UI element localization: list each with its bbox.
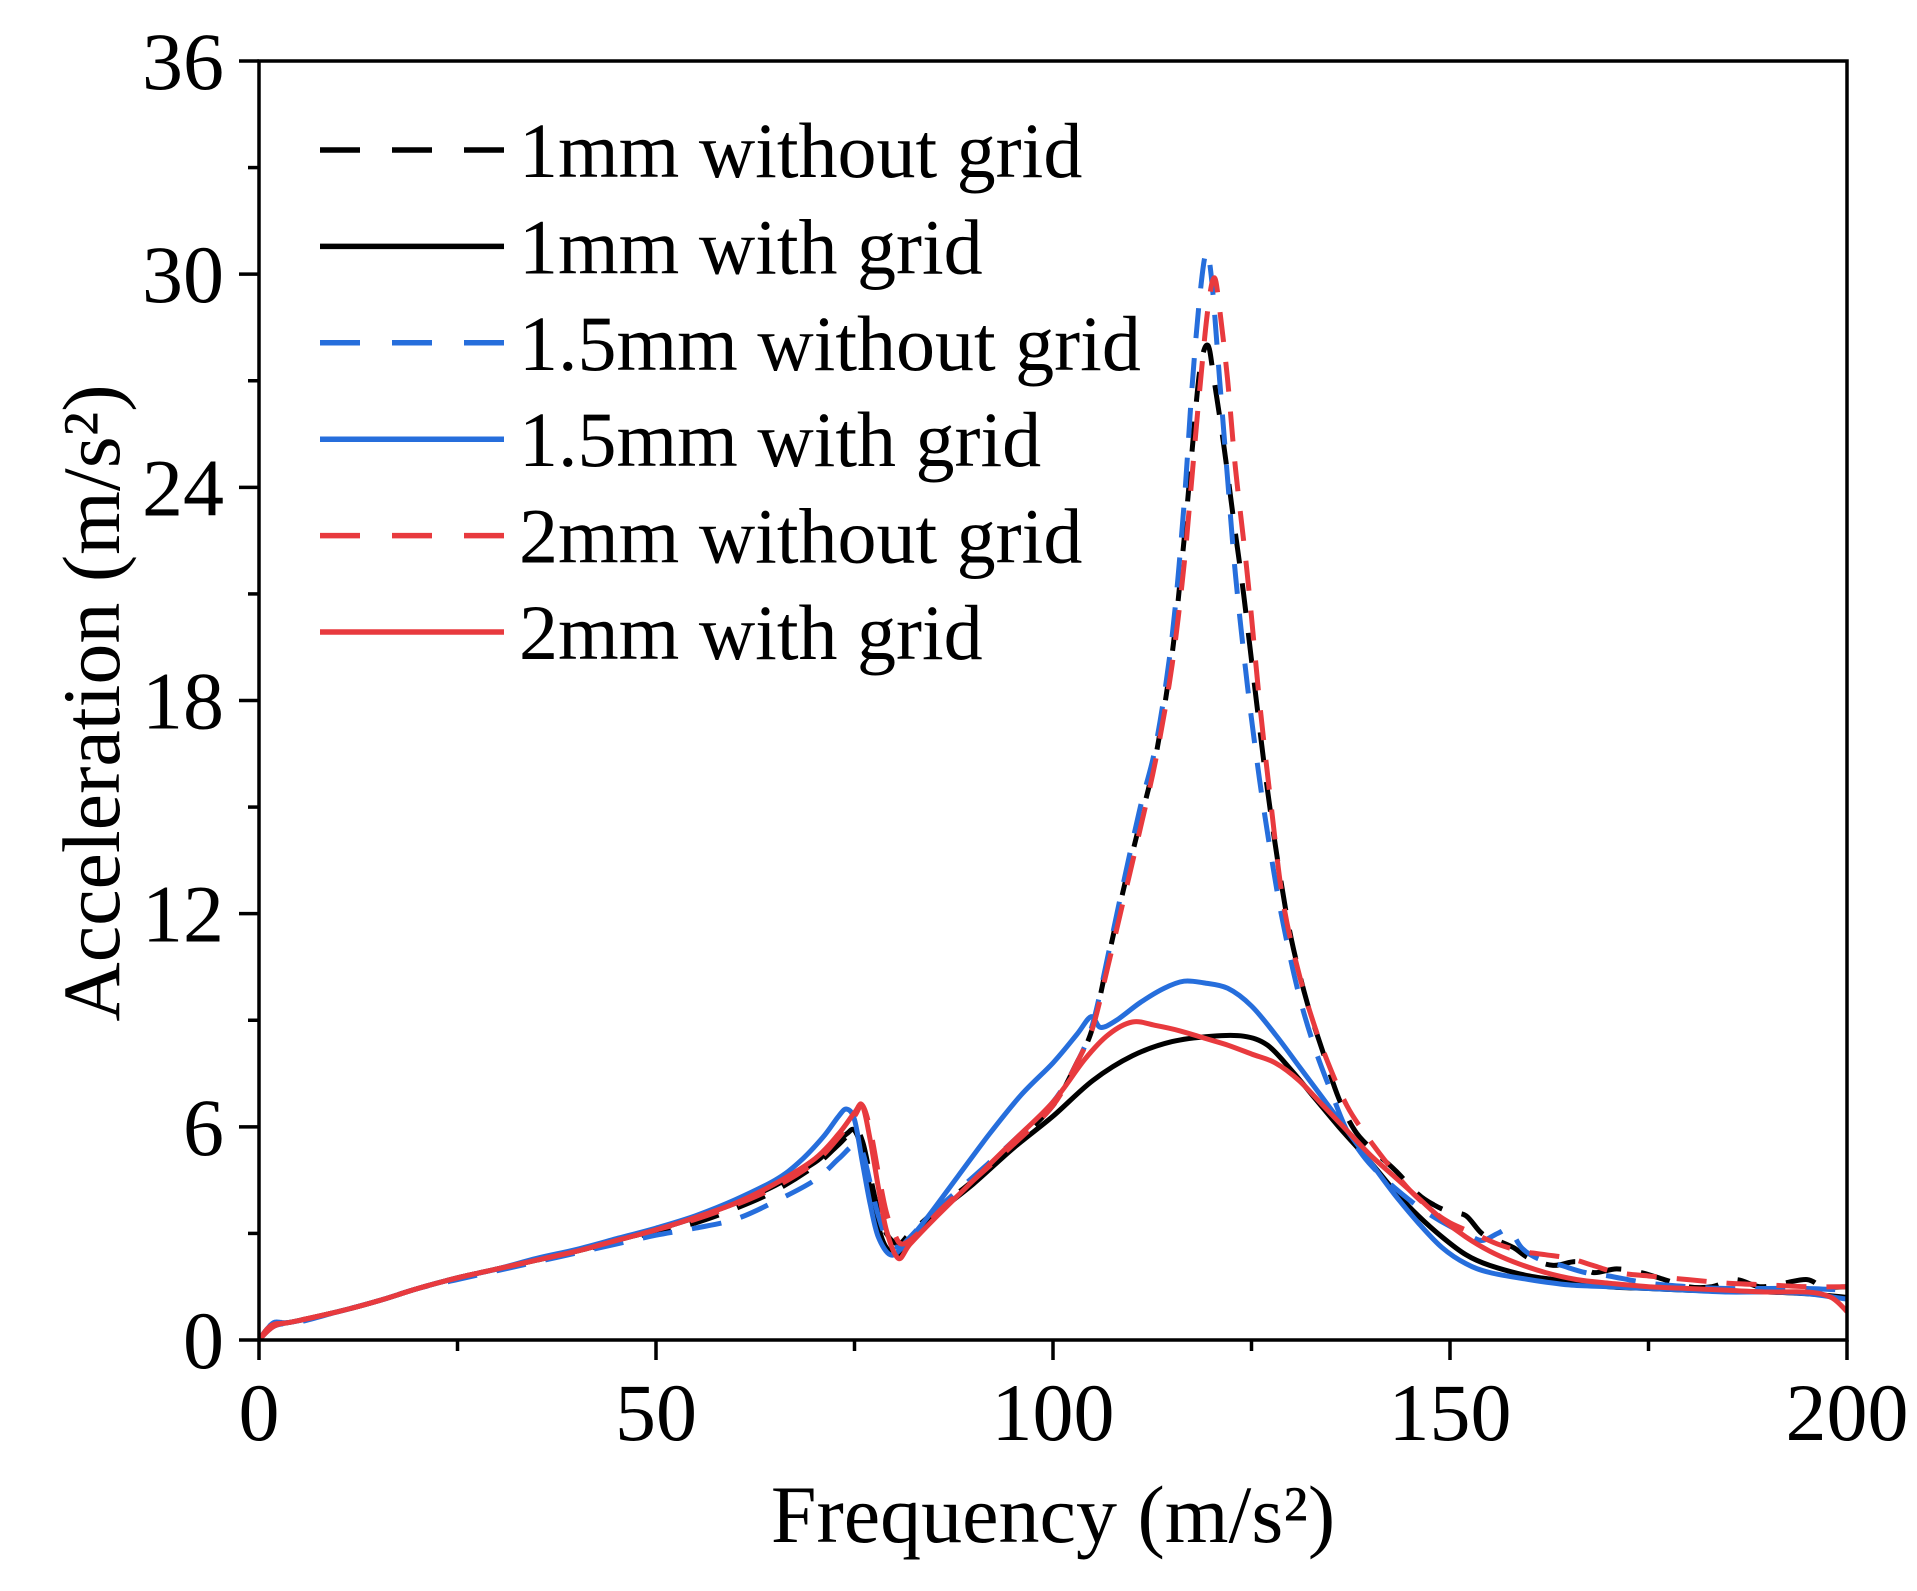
legend-item-1mm-with-grid: 1mm with grid — [320, 203, 983, 290]
legend-label: 1.5mm without grid — [519, 300, 1141, 387]
series-line-1mm-with-grid — [259, 1032, 1847, 1340]
axis-tick-labels: 0 50 100 150 200 0 6 12 18 24 30 36 — [142, 16, 1909, 1458]
legend-item-1mm-without-grid: 1mm without grid — [320, 107, 1082, 194]
y-tick-label: 12 — [142, 869, 224, 960]
x-tick-label: 50 — [615, 1367, 697, 1458]
legend-item-1-5mm-without-grid: 1.5mm without grid — [320, 300, 1141, 387]
series-line-2mm-with-grid — [259, 1019, 1847, 1340]
y-tick-label: 24 — [142, 442, 224, 533]
legend-label: 2mm without grid — [519, 493, 1082, 580]
y-tick-label: 30 — [142, 229, 224, 320]
series-layer — [259, 249, 1847, 1340]
y-tick-label: 6 — [183, 1082, 224, 1173]
legend-item-2mm-without-grid: 2mm without grid — [320, 493, 1082, 580]
legend-label: 1mm with grid — [519, 203, 983, 290]
axis-ticks — [239, 59, 1849, 1360]
x-axis-label: Frequency (m/s²) — [771, 1469, 1335, 1560]
x-tick-label: 200 — [1786, 1367, 1909, 1458]
y-axis-label: Acceleration (m/s²) — [46, 384, 137, 1021]
y-tick-label: 36 — [142, 16, 224, 107]
x-tick-label: 100 — [992, 1367, 1115, 1458]
series-line-1-5mm-without-grid — [259, 249, 1847, 1340]
legend-label: 1mm without grid — [519, 107, 1082, 194]
x-tick-label: 0 — [239, 1367, 280, 1458]
y-tick-label: 0 — [183, 1295, 224, 1386]
y-tick-label: 18 — [142, 656, 224, 747]
x-tick-label: 150 — [1389, 1367, 1512, 1458]
legend-item-2mm-with-grid: 2mm with grid — [320, 589, 983, 676]
plot-frame — [257, 59, 1849, 1342]
legend-item-1-5mm-with-grid: 1.5mm with grid — [320, 396, 1041, 483]
legend-label: 2mm with grid — [519, 589, 983, 676]
legend-label: 1.5mm with grid — [519, 396, 1041, 483]
series-line-1-5mm-with-grid — [259, 978, 1847, 1340]
legend: 1mm without grid 1mm with grid 1.5mm witho… — [320, 107, 1141, 676]
